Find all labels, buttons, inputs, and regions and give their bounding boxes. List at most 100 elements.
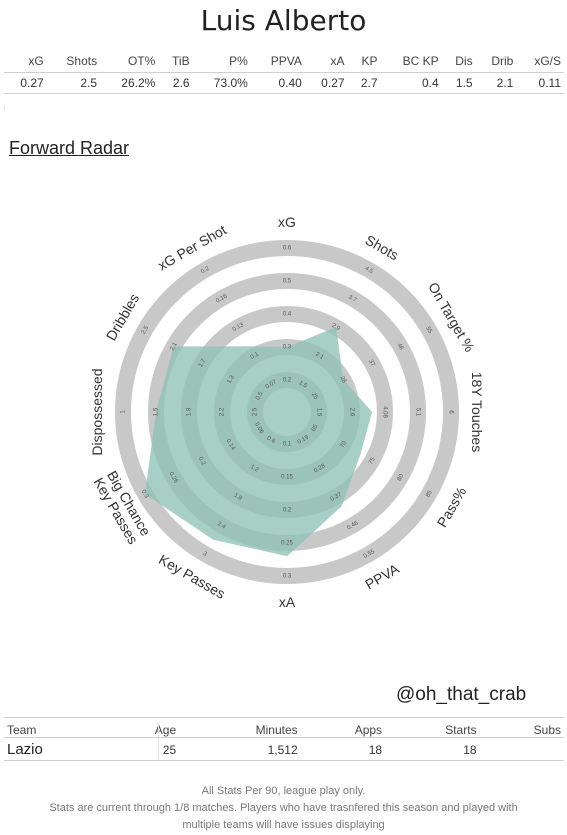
- forward-radar-chart: 0.2 0.3 0.4 0.5 0.6 1.5 2.1 2.9 3.7 4.5 25 28 37 46 55…: [89, 214, 485, 610]
- radar-tick-label: 75: [368, 456, 377, 465]
- summary-stats-table: xG Shots OT% TiB P% PPVA xA KP BC KP Dis Drib xG/S …: [4, 52, 564, 94]
- radar-tick-label: 37: [367, 359, 376, 368]
- radar-tick-label: 2.4: [216, 521, 227, 531]
- footer-note-2: Stats are current through 1/8 matches. P…: [49, 802, 518, 814]
- radar-tick-label: 1.8: [233, 493, 244, 503]
- radar-tick-label: 0.16: [215, 293, 229, 304]
- team-table-cell: 25: [162, 742, 177, 757]
- radar-axis-label: xA: [279, 594, 296, 610]
- stat-header: KP: [361, 54, 378, 68]
- team-table-cell: Lazio: [7, 741, 43, 758]
- radar-tick-label: 0.1: [283, 442, 292, 448]
- stat-header: Shots: [66, 54, 98, 68]
- radar-tick-label: 2.6: [348, 408, 354, 417]
- stat-value: 0.27: [4, 72, 47, 94]
- team-table-header: Subs: [533, 723, 561, 737]
- radar-axis-label: 18Y Touches: [469, 372, 485, 452]
- radar-tick-label: 0.06: [253, 422, 264, 436]
- radar-value-polygon: [145, 327, 373, 557]
- radar-tick-label: 0.2: [197, 456, 207, 467]
- divider: [158, 722, 159, 760]
- radar-tick-label: 1: [121, 410, 127, 414]
- radar-tick-label: 0.55: [363, 549, 377, 560]
- divider: [4, 737, 564, 738]
- radar-tick-label: 1.3: [227, 374, 237, 385]
- radar-tick-label: 85: [425, 489, 434, 498]
- radar-tick-label: 46: [396, 342, 405, 351]
- stat-header: xG: [28, 54, 44, 68]
- radar-tick-label: 0.1: [250, 351, 261, 361]
- radar-tick-label: 2.2: [220, 407, 226, 416]
- radar-tick-label: 3.7: [347, 294, 358, 304]
- radar-tick-label: 55: [424, 326, 433, 335]
- team-table: Team Age Minutes Apps Starts Subs Lazio 25 1,51…: [4, 721, 564, 760]
- radar-tick-label: 0.2: [283, 508, 292, 514]
- radar-tick-label: 1.7: [198, 358, 208, 369]
- team-table-header: Apps: [354, 723, 383, 737]
- stat-value: 2.5: [46, 72, 101, 94]
- radar-tick-label: 1.5: [154, 407, 160, 416]
- radar-tick-label: 0.28: [313, 463, 327, 474]
- team-table-header: Age: [154, 723, 177, 737]
- stat-value: 1.5: [441, 72, 476, 94]
- radar-tick-label: 0.14: [225, 438, 236, 452]
- stat-header: PPVA: [270, 54, 302, 68]
- stat-header: TiB: [172, 54, 190, 68]
- radar-tick-label: 0.25: [281, 541, 293, 547]
- radar-tick-label: 5.1: [414, 408, 420, 417]
- divider: [4, 760, 564, 761]
- radar-tick-label: 1.8: [187, 407, 193, 416]
- radar-tick-label: 0.26: [168, 471, 179, 485]
- radar-tick-label: 28: [339, 375, 348, 384]
- radar-tick-label: 0.13: [232, 322, 246, 333]
- divider: [4, 717, 564, 718]
- radar-tick-label: 0.3: [140, 489, 150, 500]
- radar-tick-label: 2.1: [314, 352, 325, 362]
- radar-tick-label: 0.3: [283, 345, 292, 351]
- radar-tick-label: 0.4: [283, 312, 292, 318]
- radar-tick-label: 0.5: [255, 391, 265, 402]
- stat-header: BC KP: [402, 54, 439, 68]
- radar-tick-label: 2.5: [141, 325, 151, 336]
- radar-tick-label: 70: [340, 440, 349, 449]
- stat-value: 0.27: [304, 72, 348, 94]
- watermark: @oh_that_crab: [396, 684, 527, 705]
- radar-tick-label: 80: [397, 473, 406, 482]
- radar-tick-label: 0.46: [346, 520, 360, 531]
- radar-tick-label: 0.3: [283, 574, 292, 580]
- stat-header: Dis: [455, 54, 473, 68]
- radar-tick-label: 3: [202, 551, 208, 558]
- team-table-cell: [480, 739, 564, 760]
- radar-tick-label: 1.5: [315, 408, 321, 417]
- radar-ring: [115, 240, 459, 584]
- radar-tick-label: 2.1: [169, 341, 179, 352]
- stat-value: 2.6: [158, 72, 193, 94]
- stat-header: xG/S: [534, 54, 561, 68]
- radar-tick-label: 6: [447, 410, 453, 414]
- team-table-cell: 18: [463, 742, 477, 757]
- radar-tick-label: 0.2: [283, 378, 292, 384]
- stat-value: 0.40: [250, 72, 305, 94]
- radar-tick-label: 1.2: [249, 464, 260, 474]
- team-table-header: Team: [7, 723, 37, 737]
- stat-value: 0.4: [380, 72, 442, 94]
- radar-title: Forward Radar: [9, 138, 130, 158]
- radar-tick-label: 2.9: [331, 323, 342, 333]
- stat-header: P%: [229, 54, 248, 68]
- radar-tick-label: 0.37: [330, 492, 344, 503]
- player-name: Luis Alberto: [200, 4, 367, 37]
- stat-value: 26.2%: [100, 72, 159, 94]
- radar-tick-label: 0.15: [281, 475, 293, 481]
- stat-value: 73.0%: [192, 72, 251, 94]
- radar-tick-label: 0.19: [297, 434, 311, 445]
- stat-value: 0.11: [516, 72, 564, 94]
- team-table-cell: 1,512: [267, 742, 298, 757]
- stat-header: OT%: [127, 54, 156, 68]
- stat-header: xA: [330, 54, 345, 68]
- radar-tick-label: 4.5: [364, 266, 375, 276]
- radar-tick-label: 65: [311, 423, 320, 432]
- radar-tick-label: 2.5: [253, 407, 259, 416]
- team-table-header: Starts: [445, 723, 477, 737]
- radar-tick-label: 0.5: [283, 279, 292, 285]
- footer-note-1: All Stats Per 90, league play only.: [201, 785, 366, 797]
